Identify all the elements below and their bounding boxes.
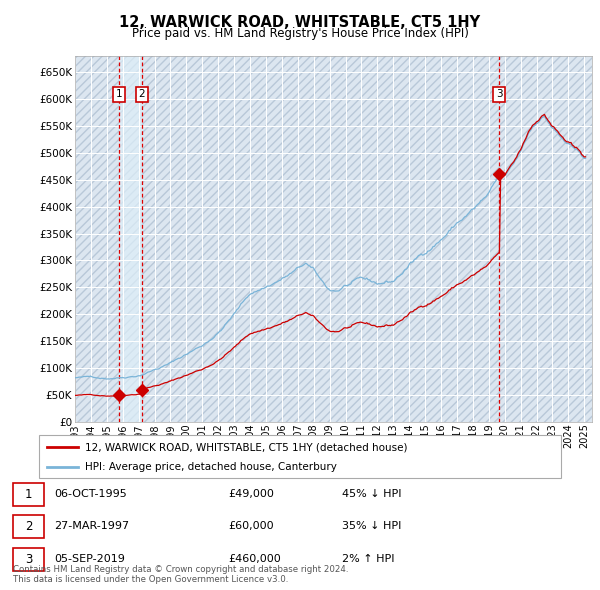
Text: 3: 3 — [25, 553, 32, 566]
Text: 27-MAR-1997: 27-MAR-1997 — [54, 522, 129, 531]
Bar — [119, 56, 142, 422]
Text: 2: 2 — [139, 90, 145, 100]
Text: 05-SEP-2019: 05-SEP-2019 — [54, 555, 125, 564]
Text: 12, WARWICK ROAD, WHITSTABLE, CT5 1HY (detached house): 12, WARWICK ROAD, WHITSTABLE, CT5 1HY (d… — [85, 442, 407, 453]
Text: 12, WARWICK ROAD, WHITSTABLE, CT5 1HY: 12, WARWICK ROAD, WHITSTABLE, CT5 1HY — [119, 15, 481, 30]
Text: Contains HM Land Registry data © Crown copyright and database right 2024.
This d: Contains HM Land Registry data © Crown c… — [13, 565, 349, 584]
Text: 45% ↓ HPI: 45% ↓ HPI — [342, 490, 401, 499]
Text: HPI: Average price, detached house, Canterbury: HPI: Average price, detached house, Cant… — [85, 463, 337, 472]
FancyBboxPatch shape — [39, 435, 561, 478]
Text: Price paid vs. HM Land Registry's House Price Index (HPI): Price paid vs. HM Land Registry's House … — [131, 27, 469, 40]
Text: 35% ↓ HPI: 35% ↓ HPI — [342, 522, 401, 531]
Text: £460,000: £460,000 — [228, 555, 281, 564]
Text: 2% ↑ HPI: 2% ↑ HPI — [342, 555, 395, 564]
Text: 1: 1 — [25, 488, 32, 501]
Text: 06-OCT-1995: 06-OCT-1995 — [54, 490, 127, 499]
Text: 2: 2 — [25, 520, 32, 533]
Text: £60,000: £60,000 — [228, 522, 274, 531]
Text: 3: 3 — [496, 90, 503, 100]
Text: 1: 1 — [115, 90, 122, 100]
Text: £49,000: £49,000 — [228, 490, 274, 499]
